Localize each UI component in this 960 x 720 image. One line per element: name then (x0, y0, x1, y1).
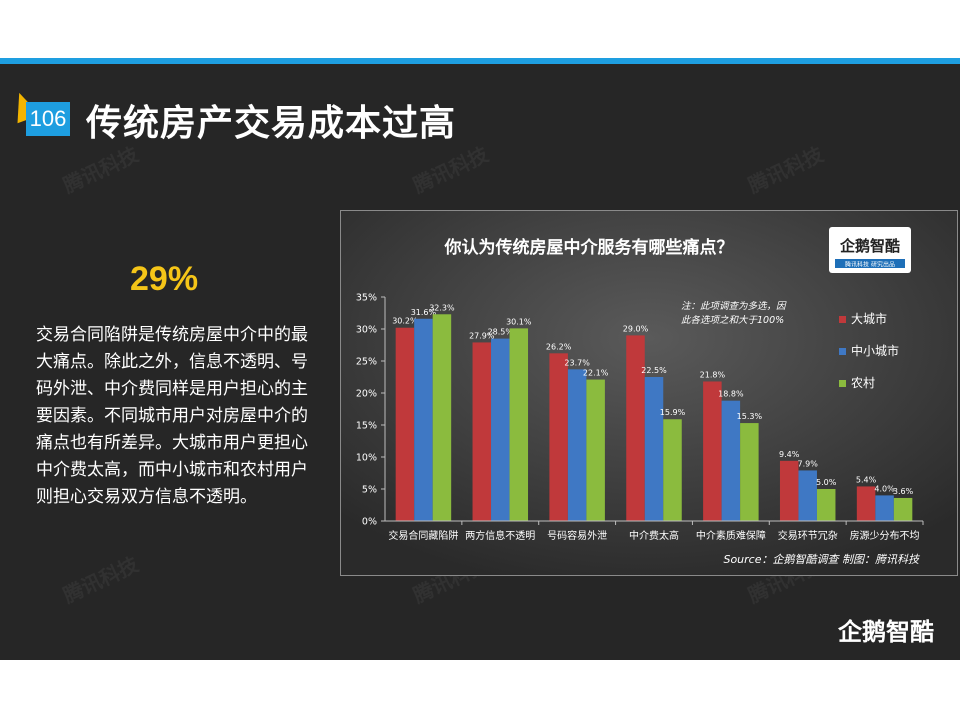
logo-text: 企鹅智酷 (839, 237, 900, 255)
x-tick-label: 交易合同藏陷阱 (388, 529, 458, 542)
bar-data-label: 23.7% (564, 358, 590, 367)
bar-2-5 (721, 400, 741, 521)
bar-series: 30.2% 27.9% 26.2% 29.0% 21.8% 9.4% 5.4% 31.6% 28… (392, 303, 914, 521)
legend-label: 农村 (851, 376, 875, 390)
bar-data-label: 15.3% (737, 412, 763, 421)
bar-data-label: 32.3% (429, 303, 455, 312)
bar-data-label: 15.9% (660, 408, 686, 417)
bar-2-4 (644, 377, 664, 521)
bar-data-label: 4.0% (874, 484, 895, 493)
slide-title: 传统房产交易成本过高 (86, 103, 457, 144)
note-line-1: 注：此项调查为多选，因 (681, 300, 787, 312)
y-tick-label: 20% (356, 389, 377, 400)
y-tick-label: 10% (356, 453, 377, 464)
bar-3-3 (586, 379, 605, 521)
chart-panel: 你认为传统房屋中介服务有哪些痛点？ 企鹅智酷 腾讯科技 研究出品 注：此项调查为… (340, 210, 958, 576)
chart-logo: 企鹅智酷 腾讯科技 研究出品 (829, 227, 911, 273)
watermark: 腾讯科技 (59, 142, 142, 198)
bar-data-label: 30.2% (392, 317, 418, 326)
bar-2-3 (567, 369, 587, 521)
y-tick-label: 30% (356, 325, 377, 336)
x-tick-label: 号码容易外泄 (547, 529, 607, 542)
bar-data-label: 3.6% (893, 487, 914, 496)
body-paragraph: 交易合同陷阱是传统房屋中介中的最大痛点。除此之外，信息不透明、号码外泄、中介费同… (36, 325, 308, 507)
bar-data-label: 9.4% (779, 450, 800, 459)
bar-data-label: 5.0% (816, 478, 837, 487)
bar-1-4 (626, 335, 645, 521)
note-line-2: 此各选项之和大于100% (681, 314, 784, 326)
bar-3-7 (893, 497, 913, 521)
x-tick-label: 中介素质难保障 (696, 529, 766, 542)
bar-data-label: 29.0% (623, 324, 649, 333)
bar-data-label: 22.5% (641, 366, 667, 375)
logo-subtext: 腾讯科技 研究出品 (845, 261, 895, 269)
x-axis: 交易合同藏陷阱 两方信息不透明 号码容易外泄 中介费太高 中介素质难保障 交易环节冗杂 房源… (385, 520, 924, 542)
logo-strip (835, 259, 905, 268)
bar-2-6 (798, 470, 817, 521)
y-tick-label: 15% (356, 421, 377, 432)
y-axis: 0% 5% 10% 15% 20% 25% 30% 35% (356, 293, 386, 528)
bar-3-5 (740, 423, 759, 521)
top-accent-bar (0, 58, 960, 64)
chart-title: 你认为传统房屋中介服务有哪些痛点？ (444, 237, 734, 258)
bar-data-label: 27.9% (469, 331, 495, 340)
bar-1-5 (703, 381, 722, 521)
bar-2-7 (875, 495, 894, 521)
legend-label: 中小城市 (851, 343, 899, 358)
bar-1-3 (549, 353, 568, 521)
y-tick-label: 35% (356, 293, 377, 304)
bar-3-2 (509, 328, 529, 521)
highlight-stat: 29% (130, 260, 199, 298)
page-number-badge: 106 (7, 88, 72, 136)
bar-data-label: 30.1% (506, 317, 532, 326)
legend-swatch (839, 316, 846, 323)
legend-swatch (839, 348, 846, 355)
bar-1-2 (472, 342, 492, 521)
watermark: 腾讯科技 (744, 142, 827, 198)
bar-data-label: 21.8% (700, 370, 726, 379)
watermark: 腾讯科技 (59, 552, 142, 608)
bar-data-label: 22.1% (583, 369, 609, 378)
slide-canvas: 腾讯科技 腾讯科技 腾讯科技 腾讯科技 腾讯科技 腾讯科技 106 传统房产交易… (0, 64, 960, 660)
bar-data-label: 28.5% (488, 328, 514, 337)
chart-source: Source：企鹅智酷调查 制图：腾讯科技 (723, 553, 921, 566)
x-tick-label: 两方信息不透明 (465, 529, 535, 542)
bar-2-1 (414, 318, 433, 521)
bar-1-7 (856, 486, 876, 521)
bar-data-label: 31.6% (411, 308, 437, 317)
bar-3-6 (816, 489, 836, 521)
bar-1-6 (779, 460, 799, 521)
bar-1-1 (395, 327, 415, 521)
bar-2-2 (491, 338, 510, 521)
watermark: 腾讯科技 (409, 142, 492, 198)
legend-label: 大城市 (851, 311, 887, 326)
bar-3-4 (663, 419, 682, 521)
page-number: 106 (26, 102, 70, 136)
bottom-logo: 企鹅智酷 (838, 618, 934, 646)
y-tick-label: 5% (362, 485, 377, 496)
bar-data-label: 7.9% (798, 459, 819, 468)
legend-swatch (839, 380, 846, 387)
x-tick-label: 交易环节冗杂 (778, 529, 838, 542)
x-tick-label: 中介费太高 (629, 529, 679, 542)
bar-3-1 (432, 314, 452, 521)
y-tick-label: 0% (362, 517, 377, 528)
y-tick-label: 25% (356, 357, 377, 368)
bar-chart: 你认为传统房屋中介服务有哪些痛点？ 企鹅智酷 腾讯科技 研究出品 注：此项调查为… (341, 211, 957, 575)
bar-data-label: 26.2% (546, 342, 572, 351)
x-tick-label: 房源少分布不均 (850, 529, 920, 542)
bar-data-label: 5.4% (856, 475, 877, 484)
bar-data-label: 18.8% (718, 390, 744, 399)
